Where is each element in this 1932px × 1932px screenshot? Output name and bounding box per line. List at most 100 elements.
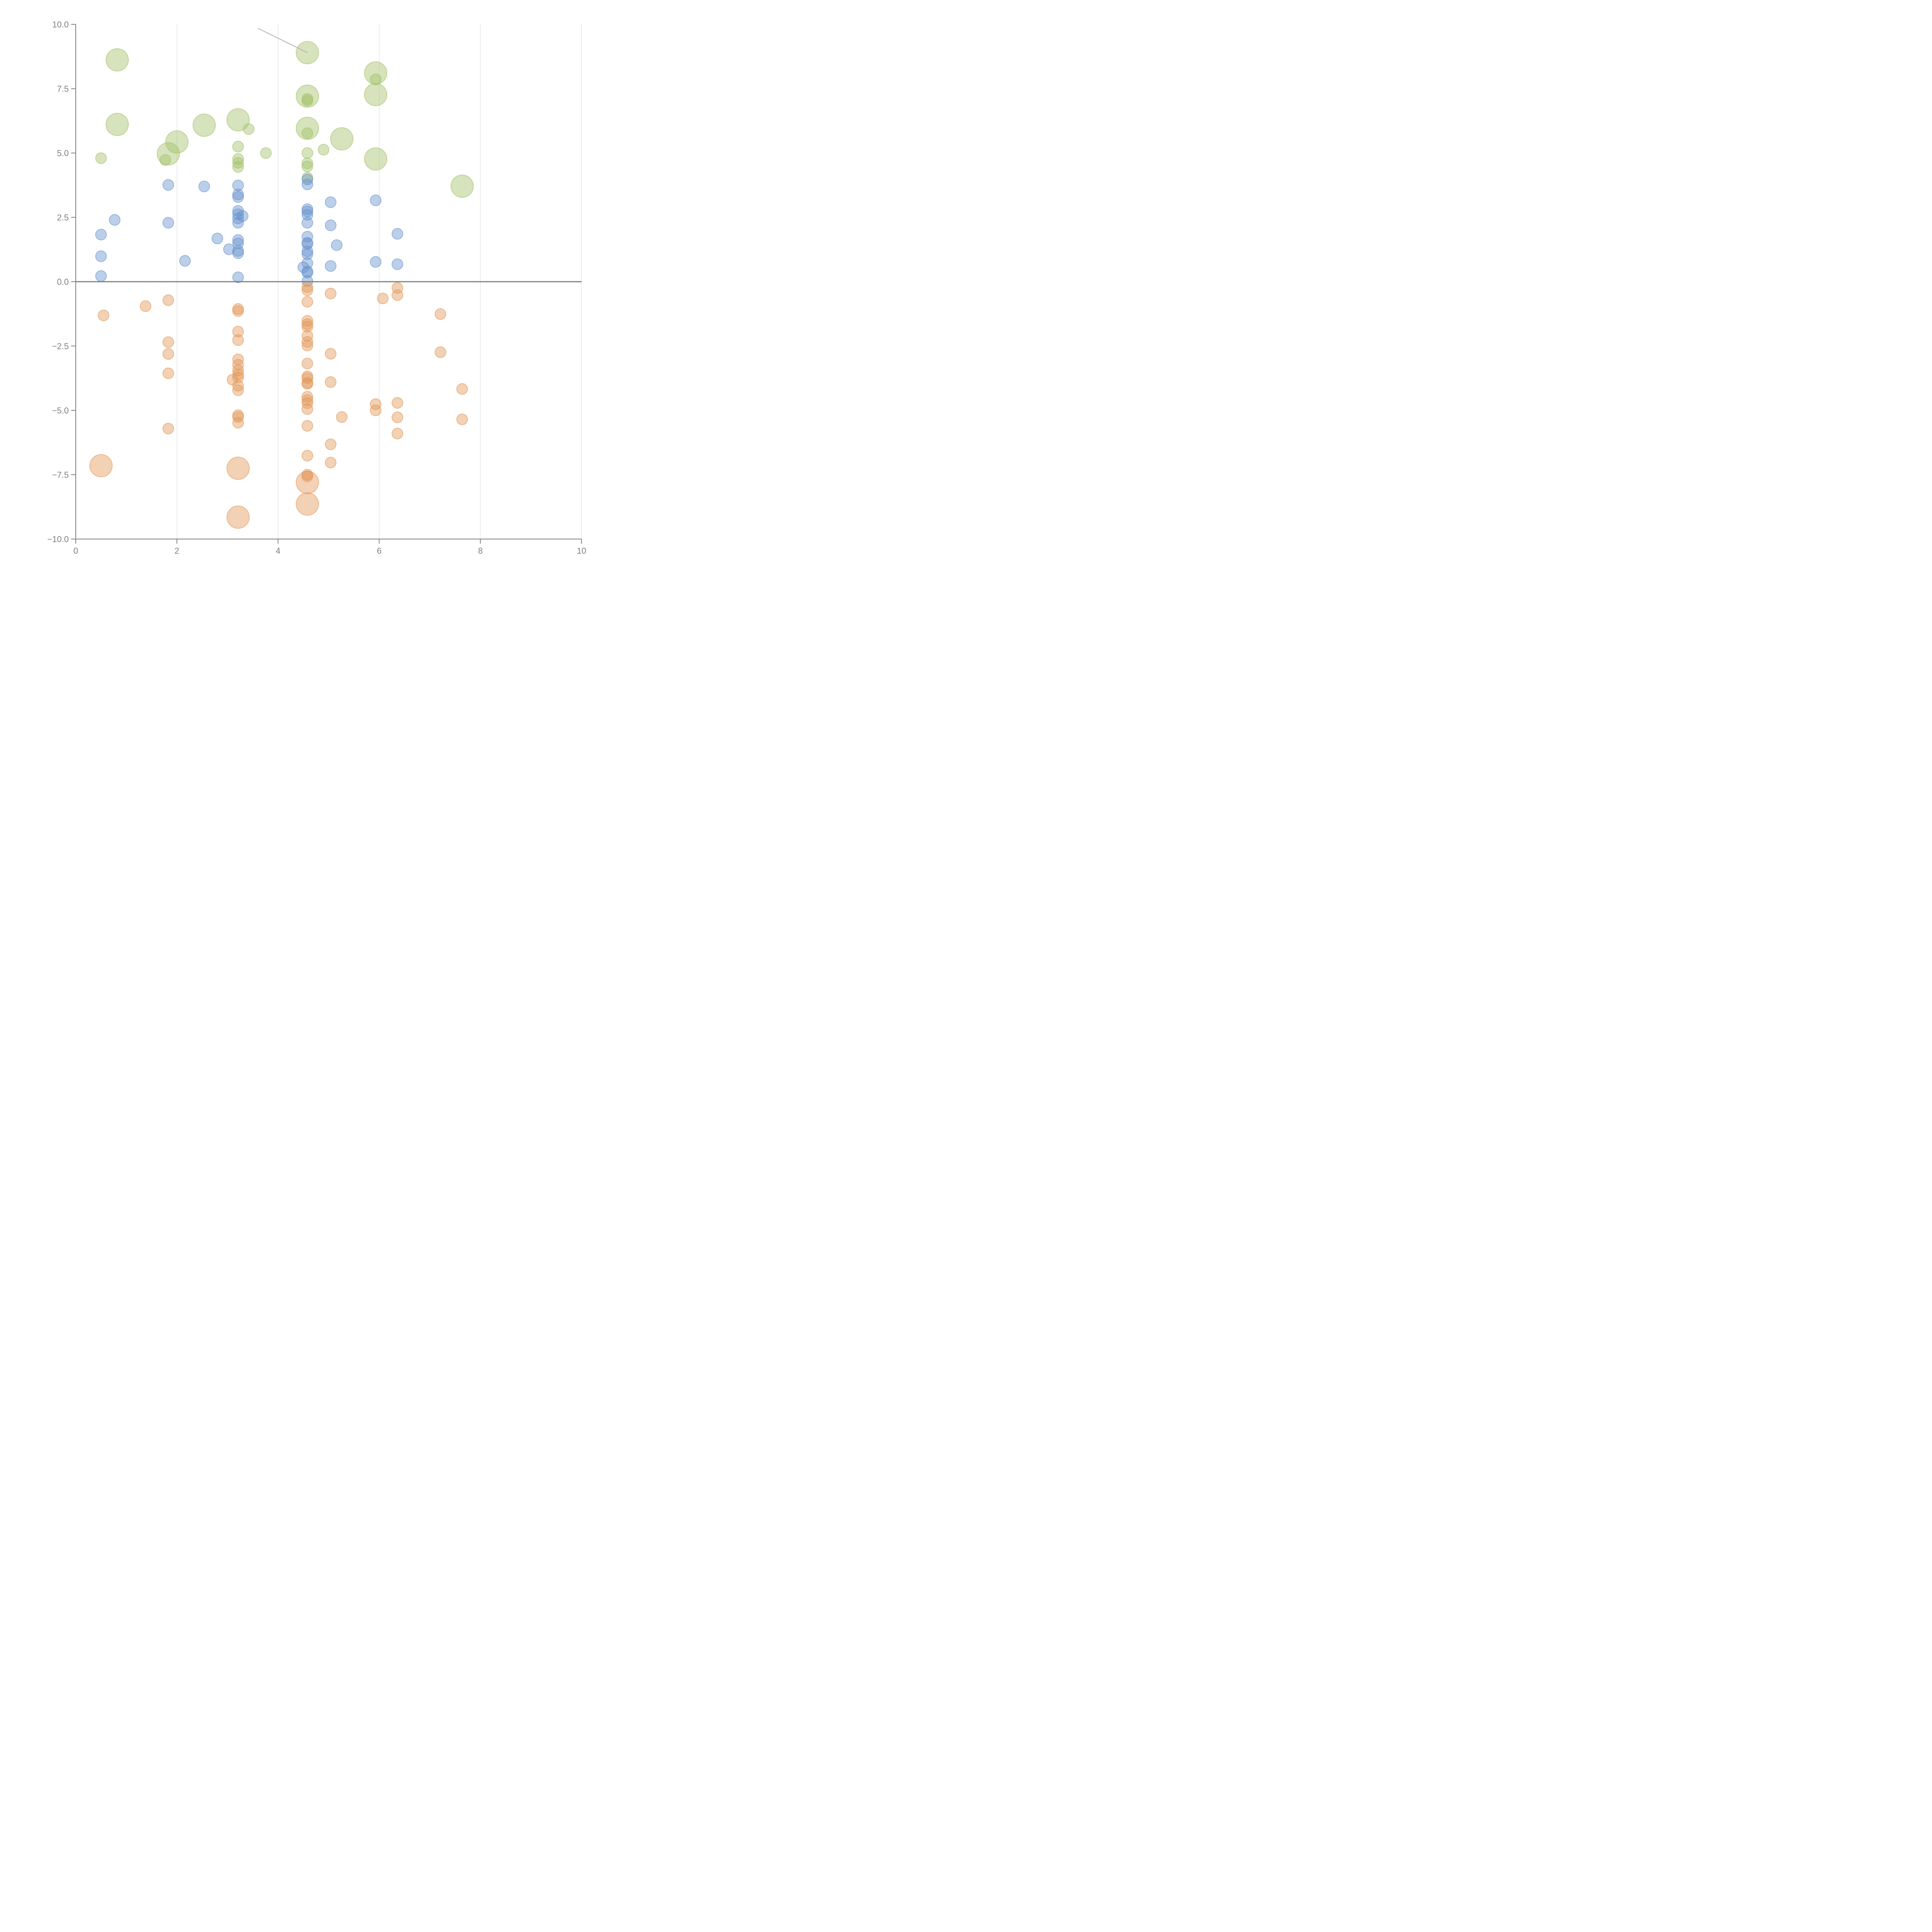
x-tick-label: 4 [276, 546, 280, 556]
data-point-orange [301, 403, 313, 415]
data-point-blue [95, 270, 107, 282]
data-point-green [364, 147, 388, 171]
data-point-blue [162, 179, 174, 191]
data-point-green [232, 157, 244, 169]
data-point-orange [370, 405, 382, 416]
x-tick-label: 2 [175, 546, 179, 556]
data-point-orange [89, 454, 113, 478]
data-point-blue [301, 245, 313, 257]
data-point-blue [236, 210, 248, 222]
data-point-orange [301, 318, 313, 330]
data-point-blue [391, 258, 403, 270]
data-point-green [301, 157, 313, 169]
data-point-orange [162, 336, 174, 348]
data-point-orange [301, 315, 313, 327]
y-tick-label: 0.0 [57, 277, 69, 287]
data-point-blue [325, 260, 337, 272]
data-point-orange [391, 397, 403, 409]
data-point-green [192, 114, 216, 137]
data-point-green [226, 108, 250, 132]
data-point-orange [325, 438, 337, 450]
data-point-blue [370, 194, 382, 206]
data-point-orange [226, 456, 250, 480]
data-point-orange [301, 378, 313, 390]
data-point-blue [179, 255, 191, 267]
y-tick-label: −2.5 [52, 342, 69, 351]
x-tick-label: 0 [73, 546, 78, 556]
data-point-blue [232, 179, 244, 191]
data-point-orange [301, 321, 313, 333]
data-point-orange [456, 383, 468, 395]
data-point-orange [391, 411, 403, 423]
data-point-blue [301, 267, 313, 279]
data-point-blue [109, 214, 121, 226]
y-ticks: 10.0 7.5 5.0 2.5 0.0 −2.5 −5.0 −7.5 −10.0 [47, 20, 76, 544]
data-point-green [232, 161, 244, 173]
data-point-green [105, 48, 129, 71]
data-point-orange [325, 376, 337, 388]
data-point-blue [331, 239, 343, 251]
data-point-orange [301, 450, 313, 462]
data-point-orange [139, 300, 151, 312]
series-green [95, 41, 474, 198]
data-point-blue [211, 233, 223, 245]
data-point-blue [232, 271, 244, 283]
data-point-blue [232, 189, 244, 201]
data-point-orange [301, 284, 313, 296]
data-point-orange [370, 398, 382, 410]
data-point-orange [325, 348, 337, 360]
data-point-blue [301, 179, 313, 190]
data-point-orange [391, 289, 403, 301]
data-point-green [159, 154, 171, 166]
data-point-green [364, 83, 388, 106]
x-tick-label: 8 [478, 546, 483, 556]
data-point-orange [162, 423, 174, 435]
data-point-green [301, 127, 313, 139]
data-point-orange [434, 346, 446, 358]
data-point-blue [232, 191, 244, 203]
data-point-orange [162, 294, 174, 306]
data-point-blue [301, 217, 313, 229]
data-point-blue [95, 250, 107, 262]
data-point-blue [162, 217, 174, 229]
data-point-green [301, 160, 313, 172]
x-tick-label: 10 [577, 546, 586, 556]
data-point-orange [325, 457, 337, 469]
data-point-blue [325, 196, 337, 208]
y-tick-label: 10.0 [52, 20, 69, 29]
series-blue [95, 173, 403, 287]
data-point-orange [301, 391, 313, 403]
data-point-blue [301, 206, 313, 218]
data-point-orange [232, 384, 244, 396]
data-point-orange [456, 413, 468, 425]
data-point-orange [325, 287, 337, 299]
data-point-orange [434, 308, 446, 320]
data-point-green [243, 123, 255, 135]
data-point-blue [301, 173, 313, 185]
data-point-blue [325, 219, 337, 231]
data-point-green [156, 142, 180, 165]
data-point-orange [336, 411, 348, 423]
data-point-orange [232, 334, 244, 346]
data-point-green [330, 127, 354, 151]
data-point-orange [296, 492, 319, 516]
data-point-orange [232, 305, 244, 317]
data-point-blue [301, 209, 313, 221]
annotation-leader-line [257, 28, 308, 53]
series-orange [89, 281, 468, 529]
data-point-orange [232, 380, 244, 392]
data-point-orange [301, 336, 313, 348]
data-point-green [165, 130, 189, 154]
data-point-green [232, 141, 244, 153]
data-point-blue [370, 256, 382, 268]
data-point-orange [301, 397, 313, 409]
data-point-orange [301, 340, 313, 352]
data-point-orange [97, 310, 109, 321]
y-tick-label: 7.5 [57, 84, 69, 94]
data-point-green [301, 95, 313, 107]
data-point-green [451, 174, 474, 198]
bubble-chart: 10.0 7.5 5.0 2.5 0.0 −2.5 −5.0 −7.5 −10.0 0 2 4 6 8 1… [47, 20, 586, 556]
data-point-green [370, 73, 382, 85]
data-point-orange [296, 471, 319, 494]
y-tick-label: −5.0 [52, 406, 69, 415]
